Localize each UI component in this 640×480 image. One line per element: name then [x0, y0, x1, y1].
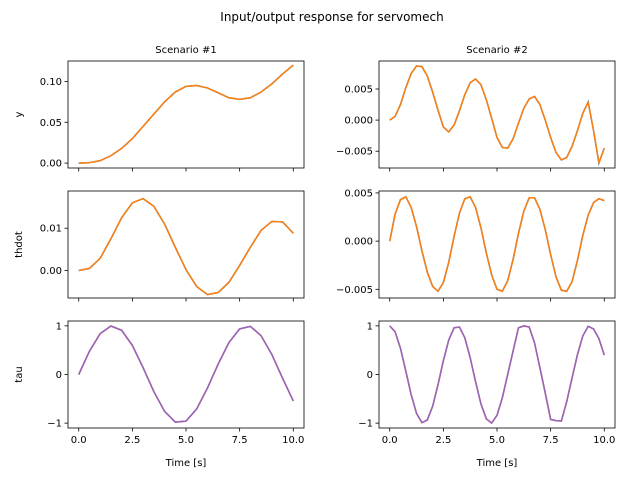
axes-frame: [378, 60, 616, 169]
y-axis-label: thdot: [14, 231, 25, 258]
subplot-title: Scenario #1: [155, 45, 216, 56]
x-tick-label: 10.0: [282, 435, 304, 446]
axes-frame: [67, 320, 305, 429]
subplot-title: Scenario #2: [466, 45, 527, 56]
series-line: [388, 196, 605, 292]
series-line: [389, 325, 605, 424]
series-line-under: [78, 197, 294, 296]
x-tick-label: 7.5: [543, 435, 559, 446]
y-tick-label: −0.005: [336, 147, 373, 158]
y-tick-label: 0.00: [40, 266, 62, 277]
y-tick-label: 0.005: [344, 188, 373, 199]
subplot-2: −0.005 0.000 0.005 Scenario #2: [336, 45, 616, 172]
x-tick-label: 2.5: [435, 435, 451, 446]
axes-frame: [378, 190, 616, 299]
y-axis-label: tau: [14, 366, 25, 382]
figure-suptitle: Input/output response for servomech: [220, 10, 443, 24]
y-tick-label: 0.10: [40, 77, 62, 88]
y-tick-label: 0.05: [40, 118, 62, 129]
series-line-under: [389, 325, 605, 425]
x-tick-label: 5.0: [178, 435, 194, 446]
y-tick-label: 0.00: [40, 159, 62, 170]
y-tick-label: 1: [56, 321, 62, 332]
x-tick-label: 5.0: [489, 435, 505, 446]
y-tick-label: 0.005: [344, 84, 373, 95]
x-axis-label: Time [s]: [476, 458, 518, 469]
y-tick-label: 1: [367, 321, 373, 332]
subplot-5: 0.0 2.5 5.0 7.5 10.0 −1 0 1 tau Time [s]: [14, 320, 305, 469]
series-line-under: [78, 64, 294, 164]
y-axis-label: y: [14, 111, 25, 117]
y-tick-label: 0.000: [344, 237, 373, 248]
subplot-4: −0.005 0.000 0.005: [336, 188, 616, 302]
axes-frame: [67, 60, 305, 169]
series-line: [78, 197, 294, 296]
y-tick-label: 0: [367, 370, 373, 381]
y-tick-label: 0.01: [40, 224, 62, 235]
subplot-6: 0.0 2.5 5.0 7.5 10.0 −1 0 1 Time [s]: [358, 320, 616, 469]
axes-frame: [67, 190, 305, 299]
series-line: [389, 65, 605, 164]
series-line-under: [389, 65, 605, 166]
y-tick-label: −0.005: [336, 285, 373, 296]
subplot-1: 0.00 0.05 0.10 Scenario #1 y: [14, 45, 305, 172]
series-line: [78, 64, 294, 164]
axes-frame: [378, 320, 616, 429]
y-tick-label: −1: [358, 419, 373, 430]
y-tick-label: 0: [56, 370, 62, 381]
x-tick-label: 0.0: [382, 435, 398, 446]
x-tick-label: 10.0: [593, 435, 615, 446]
y-tick-label: 0.000: [344, 116, 373, 127]
x-tick-label: 2.5: [124, 435, 140, 446]
x-tick-label: 0.0: [71, 435, 87, 446]
x-tick-label: 7.5: [232, 435, 248, 446]
y-tick-label: −1: [47, 419, 62, 430]
series-line: [78, 325, 294, 423]
subplot-3: 0.00 0.01 thdot: [14, 190, 305, 302]
series-line-under: [388, 195, 605, 293]
x-axis-label: Time [s]: [165, 458, 207, 469]
series-line-under: [78, 325, 294, 423]
